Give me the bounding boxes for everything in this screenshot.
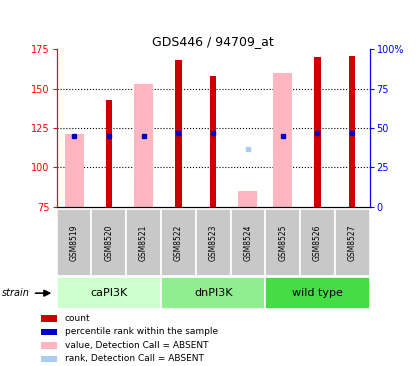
Text: GSM8527: GSM8527 bbox=[348, 224, 357, 261]
Text: dnPI3K: dnPI3K bbox=[194, 288, 232, 298]
Bar bbox=[161, 209, 196, 276]
Bar bbox=[161, 277, 265, 309]
Text: GSM8522: GSM8522 bbox=[174, 224, 183, 261]
Bar bbox=[41, 342, 57, 349]
Text: GSM8524: GSM8524 bbox=[244, 224, 252, 261]
Bar bbox=[273, 73, 292, 207]
Bar bbox=[65, 134, 84, 207]
Bar bbox=[92, 209, 126, 276]
Text: caPI3K: caPI3K bbox=[90, 288, 128, 298]
Bar bbox=[314, 57, 320, 207]
Bar bbox=[134, 84, 153, 207]
Text: GSM8525: GSM8525 bbox=[278, 224, 287, 261]
Title: GDS446 / 94709_at: GDS446 / 94709_at bbox=[152, 35, 274, 48]
Bar bbox=[106, 100, 112, 207]
Bar bbox=[41, 356, 57, 362]
Bar bbox=[57, 277, 161, 309]
Text: percentile rank within the sample: percentile rank within the sample bbox=[65, 327, 218, 336]
Bar bbox=[210, 76, 216, 207]
Bar bbox=[231, 209, 265, 276]
Bar bbox=[349, 56, 355, 207]
Bar bbox=[335, 209, 370, 276]
Bar bbox=[239, 191, 257, 207]
Text: count: count bbox=[65, 314, 90, 323]
Text: GSM8526: GSM8526 bbox=[313, 224, 322, 261]
Bar bbox=[265, 209, 300, 276]
Bar bbox=[41, 315, 57, 322]
Bar bbox=[126, 209, 161, 276]
Bar bbox=[300, 209, 335, 276]
Text: rank, Detection Call = ABSENT: rank, Detection Call = ABSENT bbox=[65, 354, 203, 363]
Bar bbox=[175, 60, 181, 207]
Bar bbox=[196, 209, 231, 276]
Text: GSM8521: GSM8521 bbox=[139, 224, 148, 261]
Bar bbox=[41, 329, 57, 335]
Text: GSM8523: GSM8523 bbox=[209, 224, 218, 261]
Text: strain: strain bbox=[2, 288, 30, 298]
Text: value, Detection Call = ABSENT: value, Detection Call = ABSENT bbox=[65, 341, 208, 350]
Text: GSM8520: GSM8520 bbox=[104, 224, 113, 261]
Bar bbox=[265, 277, 370, 309]
Bar bbox=[57, 209, 92, 276]
Text: wild type: wild type bbox=[292, 288, 343, 298]
Text: GSM8519: GSM8519 bbox=[70, 224, 79, 261]
